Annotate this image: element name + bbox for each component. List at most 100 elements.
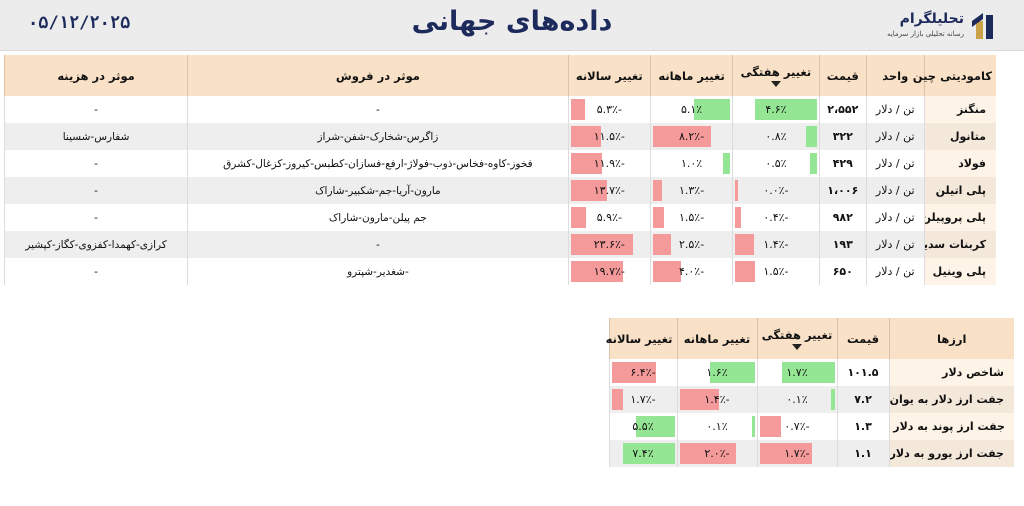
yearly-change: ۷.۴٪ — [608, 440, 677, 467]
positive-bar — [636, 416, 675, 437]
col-header-weekly-label: تغییر هفتگی — [740, 64, 812, 79]
col-header-cost[interactable]: موثر در هزینه — [3, 55, 188, 96]
page-title: داده‌های جهانی — [411, 6, 613, 37]
positive-bar — [723, 153, 731, 174]
positive-bar — [805, 126, 817, 147]
col-header-yearly[interactable]: تغییر سالانه — [606, 318, 677, 359]
negative-bar — [679, 443, 736, 464]
negative-bar — [679, 389, 719, 410]
currency-name: جفت ارز یورو به دلار — [888, 440, 1014, 467]
col-header-currency[interactable]: ارزها — [888, 318, 1014, 359]
monthly-change: -۲.۰٪ — [676, 440, 757, 467]
page-header: ۰۵/۱۲/۲۰۲۵ داده‌های جهانی تحلیلگرام رسان… — [0, 0, 1024, 51]
weekly-change-value: ۰.۱٪ — [786, 393, 808, 406]
col-header-unit[interactable]: واحد — [865, 55, 925, 96]
table-row[interactable]: جفت ارز پوند به دلار ۱.۳ -۰.۷٪ ۰.۱٪ ۵.۵٪ — [608, 413, 1014, 440]
table-row[interactable]: فولاد تن / دلار ۴۲۹ ۰.۵٪ ۱.۰٪ -۱۱.۹٪ فخوز-کاوه… — [3, 150, 996, 177]
weekly-change-value: -۰.۷٪ — [784, 420, 810, 433]
table-row[interactable]: شاخص دلار ۱۰۱.۵ ۱.۷٪ ۱.۶٪ -۶.۴٪ — [608, 359, 1014, 386]
sales-effect-cell: جم پیلن-مارون-شاراک — [187, 204, 569, 231]
monthly-change-value: -۲.۰٪ — [704, 447, 730, 460]
brand-logo: تحلیلگرام رسانه تحلیلی بازار سرمایه — [876, 9, 996, 43]
price-cell: ۷.۲ — [836, 386, 889, 413]
currency-name: جفت ارز دلار به یوان — [888, 386, 1014, 413]
yearly-change: -۶.۴٪ — [608, 359, 677, 386]
weekly-change: -۱.۷٪ — [756, 440, 837, 467]
table-row[interactable]: جفت ارز دلار به یوان ۷.۲ ۰.۱٪ -۱.۴٪ -۱.۷٪ — [608, 386, 1014, 413]
monthly-change: ۵.۱٪ — [649, 96, 733, 123]
col-header-weekly[interactable]: تغییر هفتگی — [732, 55, 820, 96]
yearly-change: -۵.۳٪ — [567, 96, 651, 123]
col-header-price[interactable]: قیمت — [836, 318, 889, 359]
cost-effect-cell: - — [3, 150, 188, 177]
table-row[interactable]: پلی پروپیلن تن / دلار ۹۸۲ -۰.۴٪ -۱.۵٪ -۵.۹٪ جم… — [3, 204, 996, 231]
weekly-change: ۰.۸٪ — [732, 123, 820, 150]
positive-bar — [694, 99, 731, 120]
yearly-change: -۱۹.۷٪ — [567, 258, 651, 285]
positive-bar — [809, 153, 817, 174]
monthly-change: ۰.۱٪ — [676, 413, 757, 440]
weekly-change-value: -۰.۴٪ — [763, 211, 789, 224]
monthly-change: -۱.۴٪ — [676, 386, 757, 413]
weekly-change: -۱.۵٪ — [732, 258, 820, 285]
cost-effect-cell: شفارس-شسینا — [3, 123, 188, 150]
table-row[interactable]: منگنز تن / دلار ۲،۵۵۲ ۴.۶٪ ۵.۱٪ -۵.۳٪ - - — [3, 96, 996, 123]
yearly-change-value: ۵.۵٪ — [632, 420, 654, 433]
sort-desc-icon[interactable] — [792, 343, 802, 350]
weekly-change-value: -۱.۵٪ — [763, 265, 789, 278]
weekly-change: ۰.۵٪ — [732, 150, 820, 177]
table-row[interactable]: پلی وینیل تن / دلار ۶۵۰ -۱.۵٪ -۴.۰٪ -۱۹.۷٪ -شغ… — [3, 258, 996, 285]
yearly-change-value: -۱۹.۷٪ — [593, 265, 625, 278]
sort-desc-icon[interactable] — [770, 80, 781, 87]
cost-effect-cell: - — [3, 177, 188, 204]
col-header-sales[interactable]: موثر در فروش — [187, 55, 569, 96]
table-row[interactable]: متانول تن / دلار ۳۲۲ ۰.۸٪ -۸.۲٪ -۱۱.۵٪ زاگرس-ش… — [3, 123, 996, 150]
price-cell: ۹۸۲ — [818, 204, 867, 231]
negative-bar — [570, 153, 603, 174]
positive-bar — [751, 416, 755, 437]
col-header-price[interactable]: قیمت — [818, 55, 867, 96]
price-cell: ۱۰۱.۵ — [836, 359, 889, 386]
commodity-name: متانول — [923, 123, 996, 150]
table-row[interactable]: پلی اتیلن تن / دلار ۱،۰۰۶ -۰.۰٪ -۱.۳٪ -۱۳.۷٪ م… — [3, 177, 996, 204]
negative-bar — [570, 180, 607, 201]
weekly-change-value: -۱.۴٪ — [763, 238, 789, 251]
negative-bar — [652, 207, 664, 228]
price-cell: ۳۲۲ — [818, 123, 867, 150]
monthly-change-value: ۱.۰٪ — [680, 157, 703, 170]
negative-bar — [759, 443, 812, 464]
col-header-monthly[interactable]: تغییر ماهانه — [649, 55, 733, 96]
negative-bar — [611, 362, 657, 383]
price-cell: ۱.۳ — [836, 413, 889, 440]
unit-cell: تن / دلار — [865, 258, 925, 285]
negative-bar — [570, 99, 585, 120]
weekly-change-value: ۰.۵٪ — [765, 157, 787, 170]
negative-bar — [652, 180, 663, 201]
monthly-change-value: ۵.۱٪ — [680, 103, 703, 116]
col-header-yearly[interactable]: تغییر سالانه — [567, 55, 651, 96]
weekly-change-value: ۴.۶٪ — [765, 103, 787, 116]
col-header-commodity[interactable]: کامودیتی چین — [913, 55, 996, 96]
sales-effect-cell: - — [187, 96, 569, 123]
weekly-change-value: -۰.۰٪ — [763, 184, 789, 197]
negative-bar — [735, 207, 741, 228]
table-row[interactable]: جفت ارز یورو به دلار ۱.۱ -۱.۷٪ -۲.۰٪ ۷.۴٪ — [608, 440, 1014, 467]
brand-tagline: رسانه تحلیلی بازار سرمایه — [887, 30, 964, 38]
unit-cell: تن / دلار — [865, 96, 925, 123]
col-header-weekly[interactable]: تغییر هفتگی — [756, 318, 837, 359]
weekly-change-value: ۰.۸٪ — [765, 130, 787, 143]
price-cell: ۱.۱ — [836, 440, 889, 467]
yearly-change-value: -۵.۹٪ — [596, 211, 622, 224]
commodity-table: کامودیتی چین واحد قیمت تغییر هفتگی تغییر… — [3, 55, 996, 285]
commodity-name: فولاد — [923, 150, 996, 177]
currency-name: جفت ارز پوند به دلار — [888, 413, 1014, 440]
unit-cell: تن / دلار — [865, 123, 925, 150]
currency-table: ارزها قیمت تغییر هفتگی تغییر ماهانه تغیی… — [606, 318, 1014, 467]
weekly-change: -۰.۰٪ — [732, 177, 820, 204]
report-date: ۰۵/۱۲/۲۰۲۵ — [28, 13, 131, 33]
cost-effect-cell: - — [3, 204, 188, 231]
price-cell: ۱۹۳ — [818, 231, 867, 258]
yearly-change-value: -۲۳.۶٪ — [593, 238, 625, 251]
col-header-monthly[interactable]: تغییر ماهانه — [676, 318, 757, 359]
